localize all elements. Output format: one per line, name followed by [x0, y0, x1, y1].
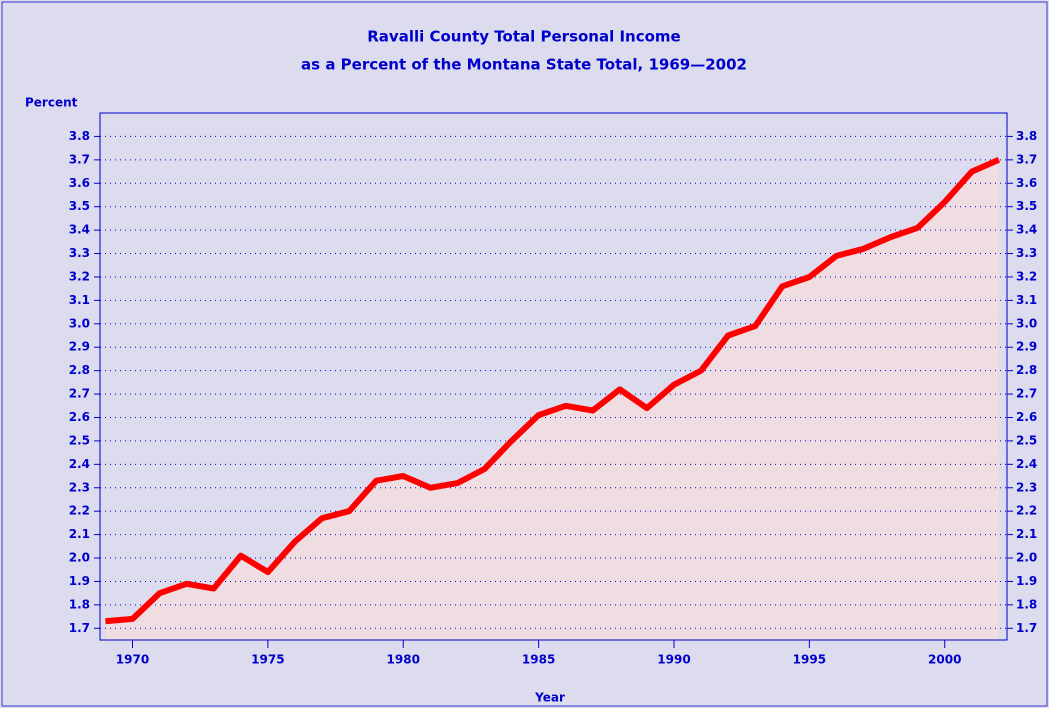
y-tick-label: 2.8	[69, 363, 90, 377]
y-tick-label: 3.5	[69, 199, 90, 213]
y2-tick-label: 2.4	[1016, 457, 1037, 471]
y2-tick-label: 3.7	[1016, 152, 1037, 166]
chart-title: Ravalli County Total Personal Income	[367, 28, 680, 46]
y-tick-label: 3.0	[69, 316, 90, 330]
y-tick-label: 3.7	[69, 152, 90, 166]
y2-tick-label: 2.7	[1016, 387, 1037, 401]
y2-tick-label: 2.1	[1016, 527, 1037, 541]
y2-tick-label: 1.7	[1016, 621, 1037, 635]
y2-tick-label: 2.8	[1016, 363, 1037, 377]
y-tick-label: 2.3	[69, 480, 90, 494]
line	[105, 157, 1001, 625]
y-tick-label: 3.2	[69, 269, 90, 283]
y2-tick-label: 3.2	[1016, 269, 1037, 283]
x-tick-label: 1990	[657, 653, 690, 667]
y-axis-label: Percent	[25, 96, 78, 110]
y-tick-label: 2.1	[69, 527, 90, 541]
y-tick-label: 1.8	[69, 597, 90, 611]
y2-tick-label: 3.3	[1016, 246, 1037, 260]
y2-tick-label: 3.5	[1016, 199, 1037, 213]
y-tick-label: 3.3	[69, 246, 90, 260]
y2-tick-label: 3.1	[1016, 293, 1037, 307]
x-tick-label: 1975	[251, 653, 284, 667]
y-tick-label: 1.9	[69, 574, 90, 588]
x-tick-label: 1985	[522, 653, 555, 667]
y-tick-label: 3.8	[69, 129, 90, 143]
y2-tick-label: 2.5	[1016, 433, 1037, 447]
y2-tick-label: 2.9	[1016, 340, 1037, 354]
y2-tick-label: 2.6	[1016, 410, 1037, 424]
y-tick-label: 3.4	[69, 223, 90, 237]
y-tick-label: 2.4	[69, 457, 90, 471]
y-tick-label: 2.7	[69, 387, 90, 401]
x-axis-label: Year	[534, 691, 565, 705]
x-tick-label: 1995	[793, 653, 826, 667]
y2-tick-label: 2.3	[1016, 480, 1037, 494]
y2-tick-label: 3.0	[1016, 316, 1037, 330]
y2-tick-label: 3.4	[1016, 223, 1037, 237]
y-tick-label: 3.6	[69, 176, 90, 190]
chart-subtitle: as a Percent of the Montana State Total,…	[301, 56, 747, 74]
y2-tick-label: 2.2	[1016, 504, 1037, 518]
y2-tick-label: 3.8	[1016, 129, 1037, 143]
y-tick-label: 2.5	[69, 433, 90, 447]
y2-tick-label: 1.9	[1016, 574, 1037, 588]
x-tick-label: 1980	[387, 653, 420, 667]
x-tick-label: 2000	[928, 653, 961, 667]
plot-frame	[99, 112, 1008, 641]
y-tick-label: 2.6	[69, 410, 90, 424]
y2-tick-label: 2.0	[1016, 551, 1037, 565]
y2-tick-label: 1.8	[1016, 597, 1037, 611]
y-tick-label: 3.1	[69, 293, 90, 307]
area	[105, 159, 999, 641]
y-tick-label: 2.2	[69, 504, 90, 518]
y-tick-label: 1.7	[69, 621, 90, 635]
y2-tick-label: 3.6	[1016, 176, 1037, 190]
y-tick-label: 2.9	[69, 340, 90, 354]
x-tick-label: 1970	[116, 653, 149, 667]
y-tick-label: 2.0	[69, 551, 90, 565]
